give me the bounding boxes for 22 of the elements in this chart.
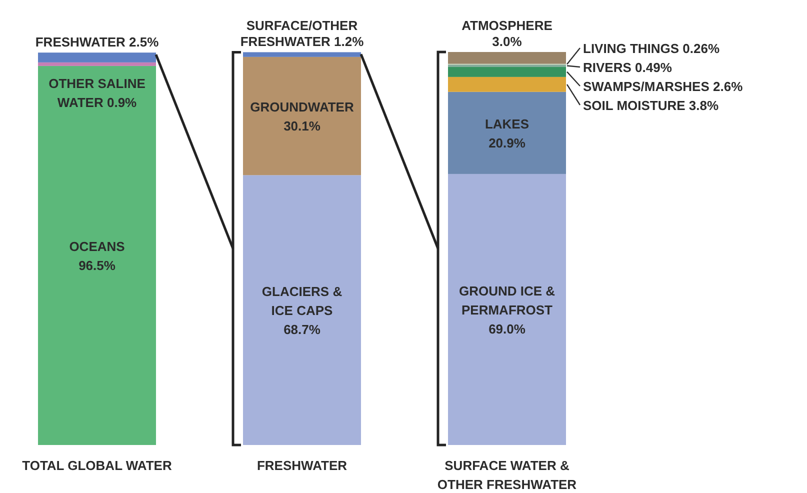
x-tick-label: FRESHWATER xyxy=(256,458,348,473)
x-tick-label: TOTAL GLOBAL WATER xyxy=(22,458,172,473)
series-label: GROUNDWATER xyxy=(250,100,354,115)
data-label: 30.1% xyxy=(284,118,321,134)
text: SURFACE/OTHER FRESHWATER 1.2% xyxy=(240,18,364,50)
data-label: 69.0% xyxy=(488,321,526,336)
data-label: 3.0% xyxy=(492,34,522,49)
text: LIVING THINGS 0.26% xyxy=(583,41,720,56)
data-label: 20.9% xyxy=(488,135,526,150)
text: SWAMPS/MARSHES 2.6% xyxy=(583,79,743,94)
text: RIVERS 0.49% xyxy=(583,60,672,75)
x-tick-label: SURFACE WATER & OTHER FRESHWATER xyxy=(437,458,578,492)
text: FRESHWATER 2.5% xyxy=(35,34,159,50)
series-label: OCEANS xyxy=(69,238,126,254)
text: SOIL MOISTURE 3.8% xyxy=(583,98,719,113)
series-label: LAKES xyxy=(484,116,530,132)
data-label: 96.5% xyxy=(78,258,116,273)
text: OTHER SALINE WATER 0.9% xyxy=(48,76,146,110)
series-label: GLACIERS & ICE CAPS xyxy=(262,284,342,318)
data-label: 68.7% xyxy=(284,322,321,338)
series-label: ATMOSPHERE xyxy=(462,18,553,33)
series-label: GROUND ICE & PERMAFROST xyxy=(458,283,556,318)
